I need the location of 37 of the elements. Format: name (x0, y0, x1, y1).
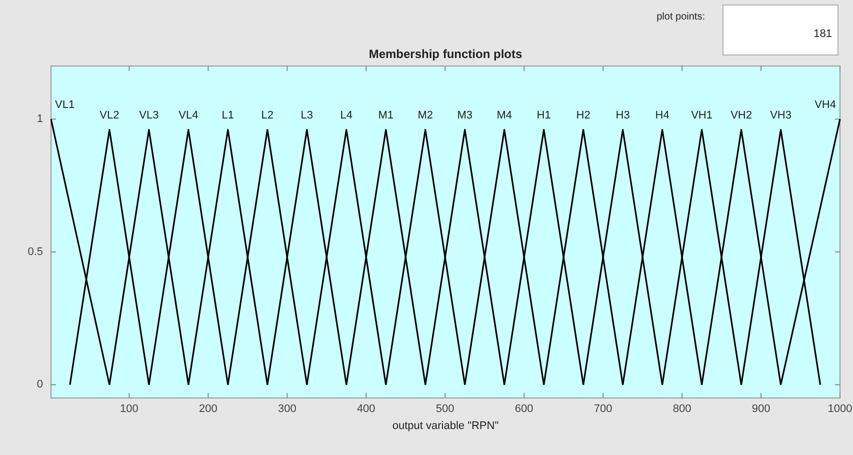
chart-title: Membership function plots (368, 47, 522, 61)
series-label: L1 (222, 110, 234, 122)
series-label: L3 (300, 110, 314, 122)
series-label: M2 (418, 110, 433, 122)
x-tick-label: 800 (672, 403, 692, 415)
y-tick-label: 0 (36, 378, 43, 391)
series-label: VL4 (178, 110, 198, 122)
x-tick-label: 700 (594, 403, 612, 415)
x-tick-label: 500 (436, 403, 454, 415)
y-tick-label: 0.5 (28, 246, 43, 258)
x-tick-label: 200 (198, 403, 218, 415)
series-label: VL1 (55, 99, 75, 112)
series-label: H2 (576, 110, 590, 122)
series-label: H1 (536, 110, 551, 122)
series-label: VL3 (139, 110, 159, 122)
series-label: H4 (655, 110, 670, 122)
series-label: VH3 (770, 110, 792, 122)
series-label: M1 (378, 110, 394, 122)
series-label: M3 (457, 110, 472, 122)
x-tick-label: 300 (278, 403, 296, 415)
series-label: VH2 (730, 110, 752, 122)
series-label: L4 (340, 110, 353, 122)
text: 181 (814, 28, 832, 40)
x-tick-label: 900 (752, 403, 770, 415)
x-axis-title: output variable "RPN" (392, 420, 499, 432)
x-tick-label: 100 (120, 403, 138, 415)
series-label: L2 (261, 110, 274, 122)
text: plot points: (656, 12, 705, 23)
x-tick-label: 400 (356, 403, 376, 415)
series-label: H3 (616, 110, 630, 122)
x-tick-label: 600 (514, 403, 534, 415)
series-label: VL2 (100, 110, 120, 122)
y-tick-label: 1 (36, 113, 43, 126)
series-label: M4 (496, 110, 512, 122)
series-label: VH1 (691, 110, 712, 122)
x-tick-label: 1000 (828, 403, 852, 415)
series-label: VH4 (814, 99, 836, 112)
